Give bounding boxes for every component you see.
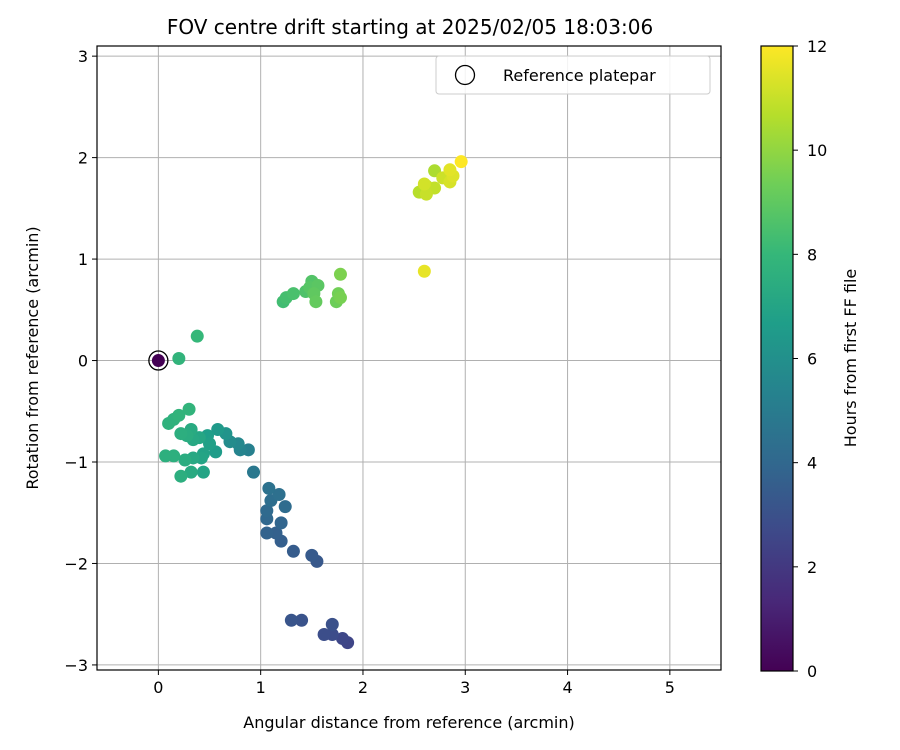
reference-platepar-marker [148, 350, 169, 371]
plot-frame [96, 45, 722, 671]
data-point [309, 295, 323, 309]
colorbar-ticks: 0 2 4 6 8 10 12 [793, 37, 827, 681]
data-point [286, 544, 300, 558]
colorbar-tick-label: 2 [807, 558, 817, 577]
data-point [260, 526, 274, 540]
y-tick-label: 1 [78, 250, 88, 269]
data-point [272, 487, 286, 501]
data-point [284, 613, 298, 627]
data-point [417, 264, 431, 278]
legend-marker-icon [454, 64, 476, 86]
x-axis-label: Angular distance from reference (arcmin) [243, 713, 574, 732]
data-point [336, 632, 350, 646]
colorbar-tick-label: 12 [807, 37, 827, 56]
y-tick-label: −1 [64, 453, 88, 472]
scatter-points [148, 155, 468, 650]
data-point [295, 613, 309, 627]
x-tick-label: 1 [256, 678, 266, 697]
legend-label: Reference platepar [503, 66, 656, 85]
data-point [269, 526, 283, 540]
data-point [172, 352, 186, 366]
y-tick-label: 2 [78, 149, 88, 168]
y-axis-ticks: −3 −2 −1 0 1 2 3 [64, 47, 97, 675]
grid-lines [97, 46, 721, 670]
data-point [443, 163, 457, 177]
data-point [182, 402, 196, 416]
data-point [196, 465, 210, 479]
data-point [184, 465, 198, 479]
plot-area: 0 1 2 3 4 5 −3 −2 −1 0 1 2 3 [64, 45, 722, 697]
data-point [317, 627, 331, 641]
data-point [278, 500, 292, 514]
data-point [190, 329, 204, 343]
data-point [333, 267, 347, 281]
legend-box [435, 55, 711, 95]
data-point [305, 548, 319, 562]
data-point [417, 177, 431, 191]
data-point [159, 449, 173, 463]
data-point [419, 187, 433, 201]
y-tick-label: 0 [78, 352, 88, 371]
data-point [203, 437, 217, 451]
colorbar-label: Hours from first FF file [841, 269, 860, 448]
data-point [274, 516, 288, 530]
x-tick-label: 4 [562, 678, 572, 697]
y-axis-label: Rotation from reference (arcmin) [23, 226, 42, 489]
data-point [151, 354, 165, 368]
legend: Reference platepar [435, 55, 711, 95]
colorbar-gradient [760, 45, 794, 672]
data-point [174, 469, 188, 483]
data-point [454, 155, 468, 169]
data-point [174, 427, 188, 441]
x-axis-ticks: 0 1 2 3 4 5 [153, 670, 675, 697]
data-point [172, 408, 186, 422]
colorbar-tick-label: 6 [807, 350, 817, 369]
data-point [333, 291, 347, 305]
colorbar-tick-label: 10 [807, 141, 827, 160]
x-tick-label: 0 [153, 678, 163, 697]
x-tick-label: 2 [358, 678, 368, 697]
data-point [325, 617, 339, 631]
colorbar-tick-label: 8 [807, 245, 817, 264]
colorbar: 0 2 4 6 8 10 12 Hours from first FF file [760, 37, 860, 681]
y-tick-label: 3 [78, 47, 88, 66]
chart-title: FOV centre drift starting at 2025/02/05 … [167, 15, 653, 39]
colorbar-tick-label: 4 [807, 454, 817, 473]
data-point [211, 423, 225, 437]
colorbar-tick-label: 0 [807, 662, 817, 681]
x-tick-label: 3 [460, 678, 470, 697]
data-point [260, 504, 274, 518]
data-point [247, 465, 261, 479]
x-tick-label: 5 [665, 678, 675, 697]
y-tick-label: −2 [64, 554, 88, 573]
data-point [286, 287, 300, 301]
data-point [178, 453, 192, 467]
y-tick-label: −3 [64, 656, 88, 675]
data-point [262, 481, 276, 495]
